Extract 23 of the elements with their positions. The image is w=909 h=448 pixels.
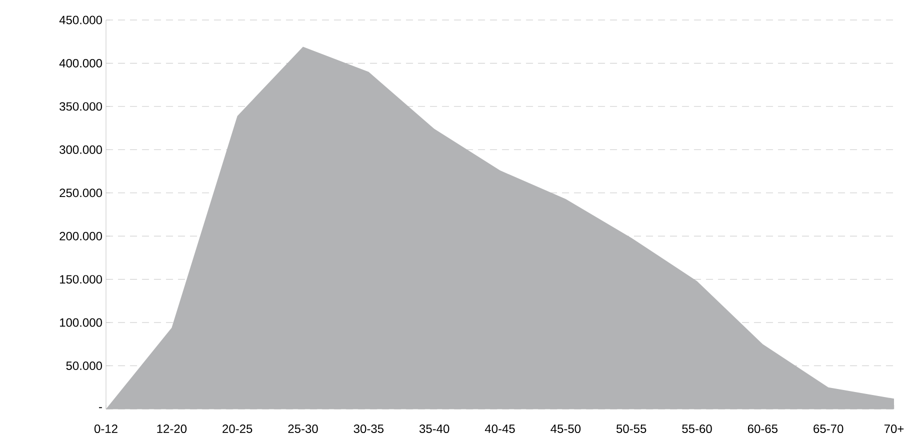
y-tick-label: 100.000 xyxy=(60,318,102,327)
x-tick-label: 35-40 xyxy=(419,424,450,434)
x-tick-label: 55-60 xyxy=(682,424,712,434)
y-tick-label: 150.000 xyxy=(60,275,102,284)
x-tick-label: 25-30 xyxy=(288,424,318,434)
x-tick-label: 70+ xyxy=(884,424,904,434)
y-tick-label: - xyxy=(99,407,102,408)
x-tick-label: 20-25 xyxy=(222,424,252,434)
x-tick-label: 30-35 xyxy=(354,424,384,434)
x-tick-label: 45-50 xyxy=(550,424,581,434)
y-tick-label: 300.000 xyxy=(60,145,102,154)
y-tick-label: 200.000 xyxy=(60,232,102,240)
x-tick-label: 60-65 xyxy=(748,424,778,434)
x-tick-label: 12-20 xyxy=(157,424,187,434)
y-tick-label: 450.000 xyxy=(59,16,102,24)
y-tick-label: 400.000 xyxy=(59,58,102,68)
y-tick-label: 250.000 xyxy=(60,188,102,198)
x-tick-label: 50-55 xyxy=(616,424,646,434)
x-tick-label: 40-45 xyxy=(484,424,515,434)
y-tick-label: 50.000 xyxy=(66,362,102,370)
y-tick-label: 350.000 xyxy=(60,102,102,111)
x-tick-label: 65-70 xyxy=(814,424,844,434)
x-tick-label: 0-12 xyxy=(94,424,118,434)
